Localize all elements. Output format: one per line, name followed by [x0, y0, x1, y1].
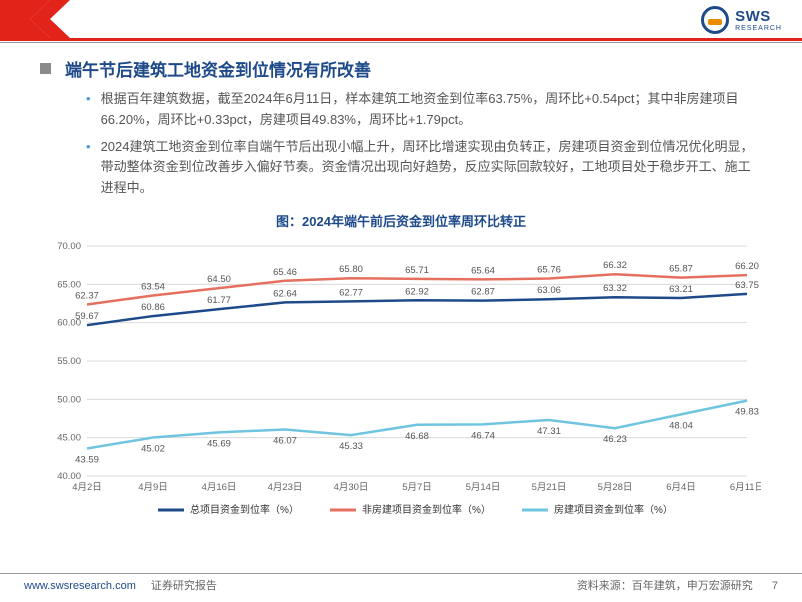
bullet-item: • 2024建筑工地资金到位率自端午节后出现小幅上升，周环比增速实现由负转正，房…	[86, 137, 762, 199]
logo-icon	[701, 6, 729, 34]
svg-text:66.32: 66.32	[603, 260, 627, 271]
header: SWS RESEARCH	[0, 0, 802, 48]
footer: www.swsresearch.com 证券研究报告 资料来源：百年建筑，申万宏…	[0, 574, 802, 596]
page-number: 7	[772, 580, 778, 592]
svg-text:46.74: 46.74	[471, 430, 495, 441]
svg-text:62.92: 62.92	[405, 286, 429, 297]
svg-text:48.04: 48.04	[669, 420, 693, 431]
svg-text:63.32: 63.32	[603, 283, 627, 294]
svg-text:65.80: 65.80	[339, 264, 363, 275]
logo-sub: RESEARCH	[735, 25, 782, 32]
svg-text:房建项目资金到位率（%）: 房建项目资金到位率（%）	[554, 503, 673, 516]
svg-text:45.69: 45.69	[207, 438, 231, 449]
logo-text: SWS	[735, 8, 782, 25]
svg-text:61.77: 61.77	[207, 295, 231, 306]
svg-text:49.83: 49.83	[735, 407, 759, 418]
svg-text:65.76: 65.76	[537, 264, 561, 275]
svg-text:63.06: 63.06	[537, 285, 561, 296]
svg-text:50.00: 50.00	[57, 394, 81, 405]
svg-text:40.00: 40.00	[57, 471, 81, 482]
section-title-row: 端午节后建筑工地资金到位情况有所改善	[40, 56, 762, 81]
bullet-text: 2024建筑工地资金到位率自端午节后出现小幅上升，周环比增速实现由负转正，房建项…	[101, 137, 762, 199]
svg-text:63.54: 63.54	[141, 282, 165, 293]
svg-text:非房建项目资金到位率（%）: 非房建项目资金到位率（%）	[362, 503, 491, 516]
header-red-line	[0, 38, 802, 41]
svg-text:4月2日: 4月2日	[72, 482, 102, 493]
svg-text:5月7日: 5月7日	[402, 482, 432, 493]
chart-title: 图：2024年端午前后资金到位率周环比转正	[40, 211, 762, 230]
svg-text:4月23日: 4月23日	[268, 482, 303, 493]
svg-text:43.59: 43.59	[75, 454, 99, 465]
section-title: 端午节后建筑工地资金到位情况有所改善	[65, 56, 371, 81]
svg-text:45.33: 45.33	[339, 441, 363, 452]
line-chart: 40.0045.0050.0055.0060.0065.0070.004月2日4…	[41, 234, 761, 524]
svg-text:5月14日: 5月14日	[466, 482, 501, 493]
svg-text:6月4日: 6月4日	[666, 482, 696, 493]
svg-text:4月9日: 4月9日	[138, 482, 168, 493]
svg-text:60.86: 60.86	[141, 302, 165, 313]
bullet-text: 根据百年建筑数据，截至2024年6月11日，样本建筑工地资金到位率63.75%，…	[101, 89, 762, 131]
footer-left: www.swsresearch.com 证券研究报告	[24, 577, 577, 593]
svg-text:64.50: 64.50	[207, 274, 231, 285]
svg-text:65.64: 65.64	[471, 265, 495, 276]
svg-text:62.77: 62.77	[339, 287, 363, 298]
svg-text:4月30日: 4月30日	[334, 482, 369, 493]
svg-text:62.64: 62.64	[273, 288, 297, 299]
svg-text:62.37: 62.37	[75, 290, 99, 301]
svg-text:65.87: 65.87	[669, 264, 693, 275]
svg-text:65.46: 65.46	[273, 267, 297, 278]
svg-text:59.67: 59.67	[75, 311, 99, 322]
svg-text:45.02: 45.02	[141, 443, 165, 454]
svg-text:62.87: 62.87	[471, 287, 495, 298]
bullet-dot-icon: •	[86, 137, 91, 199]
svg-text:4月16日: 4月16日	[202, 482, 237, 493]
svg-text:6月11日: 6月11日	[730, 482, 761, 493]
svg-text:65.00: 65.00	[57, 279, 81, 290]
svg-text:65.71: 65.71	[405, 265, 429, 276]
footer-source: 资料来源：百年建筑，申万宏源研究	[577, 580, 753, 592]
svg-text:5月28日: 5月28日	[598, 482, 633, 493]
svg-text:5月21日: 5月21日	[532, 482, 567, 493]
svg-text:70.00: 70.00	[57, 241, 81, 252]
footer-url: www.swsresearch.com	[24, 580, 136, 592]
footer-right: 资料来源：百年建筑，申万宏源研究 7	[577, 577, 778, 593]
svg-text:总项目资金到位率（%）: 总项目资金到位率（%）	[190, 503, 299, 516]
svg-text:63.21: 63.21	[669, 284, 693, 295]
bullet-square-icon	[40, 63, 51, 74]
svg-text:46.23: 46.23	[603, 434, 627, 445]
bullet-item: • 根据百年建筑数据，截至2024年6月11日，样本建筑工地资金到位率63.75…	[86, 89, 762, 131]
svg-text:46.68: 46.68	[405, 431, 429, 442]
body-list: • 根据百年建筑数据，截至2024年6月11日，样本建筑工地资金到位率63.75…	[40, 89, 762, 199]
svg-text:46.07: 46.07	[273, 435, 297, 446]
svg-text:47.31: 47.31	[537, 426, 561, 437]
svg-text:45.00: 45.00	[57, 433, 81, 444]
logo: SWS RESEARCH	[701, 6, 782, 34]
header-gray-line	[0, 42, 802, 43]
red-chevron-icon	[0, 0, 70, 38]
logo-text-block: SWS RESEARCH	[735, 8, 782, 32]
footer-left-text: 证券研究报告	[151, 580, 217, 592]
svg-text:66.20: 66.20	[735, 261, 759, 272]
bullet-dot-icon: •	[86, 89, 91, 131]
svg-text:55.00: 55.00	[57, 356, 81, 367]
content: 端午节后建筑工地资金到位情况有所改善 • 根据百年建筑数据，截至2024年6月1…	[0, 48, 802, 524]
svg-text:63.75: 63.75	[735, 280, 759, 291]
